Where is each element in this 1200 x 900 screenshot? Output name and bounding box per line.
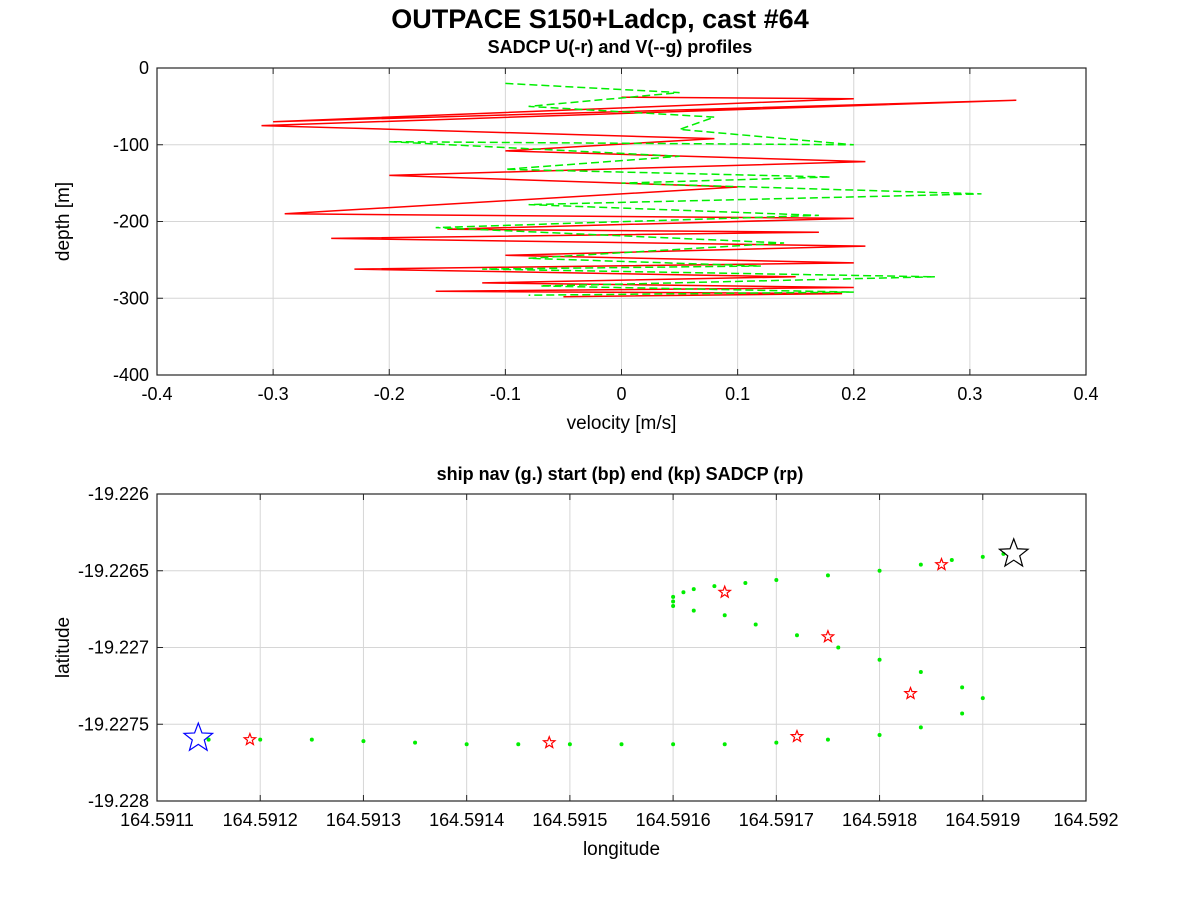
ship-nav-point bbox=[681, 590, 686, 595]
ship-nav-point bbox=[258, 737, 263, 742]
x-tick-label: 0 bbox=[616, 384, 626, 404]
y-tick-label: -19.226 bbox=[88, 484, 149, 504]
sadcp-star bbox=[903, 685, 918, 700]
x-tick-label: 164.5919 bbox=[945, 810, 1020, 830]
ship-nav-point bbox=[516, 742, 521, 747]
ship-nav-point bbox=[836, 645, 841, 650]
ship-nav-point bbox=[877, 568, 882, 573]
ship-nav-point bbox=[877, 657, 882, 662]
ship-nav-point bbox=[413, 740, 418, 745]
x-tick-label: 164.592 bbox=[1053, 810, 1118, 830]
sadcp-star bbox=[789, 728, 805, 743]
ship-nav-point bbox=[980, 696, 985, 701]
y-tick-label: -19.2265 bbox=[78, 561, 149, 581]
nav-series bbox=[182, 537, 1030, 752]
profile-y-label: depth [m] bbox=[53, 182, 74, 261]
figure-title: OUTPACE S150+Ladcp, cast #64 bbox=[391, 4, 808, 34]
profile-series bbox=[261, 82, 1017, 298]
ship-nav-point bbox=[671, 742, 676, 747]
y-tick-label: -19.228 bbox=[88, 791, 149, 811]
nav-axes: ship nav (g.) start (bp) end (kp) SADCP … bbox=[53, 464, 1119, 860]
ship-nav-point bbox=[464, 742, 469, 747]
ship-nav-point bbox=[949, 558, 954, 563]
v-profile-line bbox=[389, 82, 982, 296]
ship-nav-point bbox=[206, 737, 211, 742]
ship-nav-point bbox=[825, 737, 830, 742]
ship-nav-point bbox=[309, 737, 314, 742]
x-tick-label: 164.5916 bbox=[636, 810, 711, 830]
x-tick-label: 164.5912 bbox=[223, 810, 298, 830]
ship-nav-point bbox=[918, 725, 923, 730]
ship-nav-point bbox=[722, 742, 727, 747]
ship-nav-point bbox=[918, 670, 923, 675]
profile-title: SADCP U(-r) and V(--g) profiles bbox=[488, 37, 753, 57]
ship-nav-point bbox=[794, 633, 799, 638]
ship-nav-point bbox=[691, 587, 696, 592]
y-tick-label: -100 bbox=[113, 135, 149, 155]
x-tick-label: 164.5915 bbox=[532, 810, 607, 830]
sadcp-star bbox=[541, 734, 557, 749]
profile-ticks: -0.4 -0.3 -0.2 -0.1 0 0.1 0.2 0.3 0.4 -400 -300 -20… bbox=[113, 58, 1099, 404]
x-tick-label: -0.1 bbox=[490, 384, 521, 404]
ship-nav-point bbox=[619, 742, 624, 747]
nav-x-label: longitude bbox=[583, 839, 660, 860]
x-tick-label: 0.4 bbox=[1073, 384, 1098, 404]
x-tick-label: 164.5917 bbox=[739, 810, 814, 830]
sadcp-star bbox=[820, 629, 836, 644]
x-tick-label: -0.4 bbox=[141, 384, 172, 404]
y-tick-label: -19.2275 bbox=[78, 714, 149, 734]
x-tick-label: -0.2 bbox=[374, 384, 405, 404]
y-tick-label: -400 bbox=[113, 365, 149, 385]
nav-grid bbox=[156, 493, 1087, 802]
ship-nav-point bbox=[743, 581, 748, 586]
ship-nav-point bbox=[774, 577, 779, 582]
nav-y-label: latitude bbox=[53, 617, 74, 678]
ship-nav-point bbox=[671, 599, 676, 604]
ship-nav-point bbox=[691, 608, 696, 613]
profile-x-label: velocity [m/s] bbox=[567, 413, 677, 434]
ship-nav-point bbox=[722, 613, 727, 618]
start-star bbox=[182, 721, 215, 752]
x-tick-label: 164.5918 bbox=[842, 810, 917, 830]
x-tick-label: 0.3 bbox=[957, 384, 982, 404]
x-tick-label: 0.1 bbox=[725, 384, 750, 404]
x-tick-label: -0.3 bbox=[258, 384, 289, 404]
ship-nav-point bbox=[980, 554, 985, 559]
x-tick-label: 0.2 bbox=[841, 384, 866, 404]
nav-title: ship nav (g.) start (bp) end (kp) SADCP … bbox=[437, 464, 804, 484]
ship-nav-point bbox=[671, 604, 676, 609]
sadcp-star bbox=[242, 731, 258, 746]
profile-axes: SADCP U(-r) and V(--g) profiles -0.4 -0.3… bbox=[53, 37, 1099, 434]
u-profile-line bbox=[261, 96, 1017, 298]
ship-nav-point bbox=[960, 711, 965, 716]
ship-nav-point bbox=[712, 584, 717, 589]
ship-nav-point bbox=[567, 742, 572, 747]
y-tick-label: 0 bbox=[139, 58, 149, 78]
ship-nav-point bbox=[960, 685, 965, 690]
y-tick-label: -200 bbox=[113, 212, 149, 232]
y-tick-label: -19.227 bbox=[88, 638, 149, 658]
ship-nav-point bbox=[361, 739, 366, 744]
end-star bbox=[997, 537, 1030, 568]
ship-nav-point bbox=[918, 562, 923, 567]
x-tick-label: 164.5913 bbox=[326, 810, 401, 830]
nav-ticks: 164.5911 164.5912 164.5913 164.5914 164.5915… bbox=[78, 484, 1119, 830]
sadcp-star bbox=[934, 556, 949, 571]
ship-nav-point bbox=[825, 573, 830, 578]
ship-nav-point bbox=[671, 594, 676, 599]
sadcp-star bbox=[717, 584, 733, 599]
x-tick-label: 164.5911 bbox=[120, 810, 194, 830]
ship-nav-point bbox=[877, 732, 882, 737]
ship-nav-point bbox=[774, 740, 779, 745]
y-tick-label: -300 bbox=[113, 288, 149, 308]
x-tick-label: 164.5914 bbox=[429, 810, 504, 830]
ship-nav-point bbox=[753, 622, 758, 627]
